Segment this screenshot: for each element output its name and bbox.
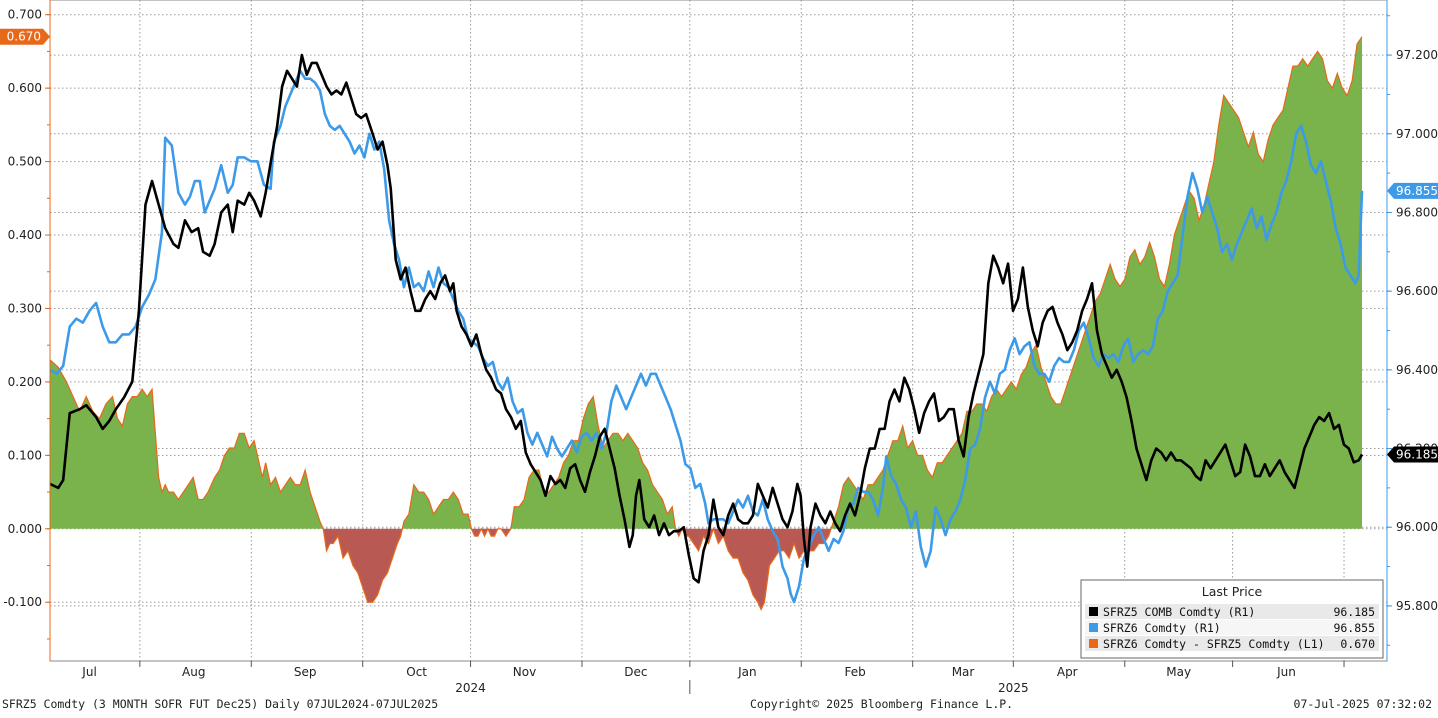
tag-shape bbox=[0, 28, 50, 45]
x-month-label: Aug bbox=[182, 665, 205, 679]
series-line-sfrz5 bbox=[49, 53, 1364, 584]
left-tick-label: 0.200 bbox=[8, 375, 42, 389]
x-month-label: Nov bbox=[513, 665, 536, 679]
footer-copyright: Copyright© 2025 Bloomberg Finance L.P. bbox=[750, 697, 1014, 711]
legend-title: Last Price bbox=[1202, 584, 1263, 599]
spread-area bbox=[49, 36, 1363, 612]
legend-swatch bbox=[1089, 639, 1098, 648]
last-tag-sfrz5: 96.185 bbox=[1387, 446, 1438, 463]
legend-swatch bbox=[1089, 607, 1098, 616]
x-month-label: Sep bbox=[294, 665, 317, 679]
tag-label: 0.670 bbox=[7, 30, 41, 44]
legend-swatch bbox=[1089, 623, 1098, 632]
tag-label: 96.855 bbox=[1396, 184, 1438, 198]
x-month-label: Jan bbox=[737, 665, 757, 679]
legend-label: SFRZ5 COMB Comdty (R1) bbox=[1103, 605, 1255, 619]
legend-label: SFRZ6 Comdty (R1) bbox=[1103, 621, 1221, 635]
left-tick-label: 0.000 bbox=[8, 522, 42, 536]
right-tick-label: 95.800 bbox=[1396, 599, 1438, 613]
x-month-label: Apr bbox=[1057, 665, 1078, 679]
left-tick-label: 0.400 bbox=[8, 228, 42, 242]
legend-row-bg bbox=[1085, 604, 1379, 619]
x-month-label: Jul bbox=[81, 665, 96, 679]
spread-area-negative bbox=[50, 528, 1362, 610]
last-value-tags: 96.855 96.185 0.670 bbox=[0, 28, 1438, 463]
left-tick-label: 0.500 bbox=[8, 155, 42, 169]
legend-row-bg bbox=[1085, 636, 1379, 651]
x-month-label: May bbox=[1166, 665, 1191, 679]
x-month-label: Mar bbox=[952, 665, 975, 679]
x-month-label: Oct bbox=[406, 665, 427, 679]
last-tag-sfrz6: 96.855 bbox=[1387, 182, 1438, 199]
legend-value: 96.185 bbox=[1333, 605, 1375, 619]
right-tick-label: 96.400 bbox=[1396, 363, 1438, 377]
x-year-label: 2024 bbox=[455, 681, 486, 695]
x-month-label: Dec bbox=[624, 665, 647, 679]
x-month-label: Feb bbox=[845, 665, 866, 679]
x-month-label: Jun bbox=[1276, 665, 1296, 679]
left-tick-label: 0.100 bbox=[8, 448, 42, 462]
left-tick-label: 0.300 bbox=[8, 301, 42, 315]
tag-label: 96.185 bbox=[1396, 447, 1438, 461]
tag-shape bbox=[1387, 182, 1438, 199]
legend-entry: SFRZ5 COMB Comdty (R1) 96.185 bbox=[1085, 604, 1379, 619]
left-tick-label: 0.700 bbox=[8, 8, 42, 22]
right-tick-label: 97.200 bbox=[1396, 48, 1438, 62]
right-tick-label: 96.600 bbox=[1396, 284, 1438, 298]
legend-value: 0.670 bbox=[1340, 637, 1375, 651]
footer-timestamp: 07-Jul-2025 07:32:02 bbox=[1293, 697, 1432, 711]
right-tick-label: 96.000 bbox=[1396, 520, 1438, 534]
left-tick-label: 0.600 bbox=[8, 81, 42, 95]
axes: Jul Aug Sep Oct Nov Dec Jan Feb Mar Apr May Jun 2024… bbox=[3, 0, 1438, 695]
tag-shape bbox=[1387, 446, 1438, 463]
gridlines bbox=[50, 0, 1387, 661]
legend-value: 96.855 bbox=[1333, 621, 1375, 635]
footer-security: SFRZ5 Comdty (3 MONTH SOFR FUT Dec25) Da… bbox=[2, 697, 439, 711]
left-tick-label: -0.100 bbox=[3, 595, 42, 609]
legend-label: SFRZ6 Comdty - SFRZ5 Comdty (L1) bbox=[1103, 637, 1325, 651]
right-tick-label: 97.000 bbox=[1396, 127, 1438, 141]
legend-entry: SFRZ6 Comdty (R1) 96.855 bbox=[1085, 620, 1379, 635]
series-line-spread bbox=[49, 36, 1363, 612]
spread-area-positive bbox=[50, 36, 1362, 529]
legend-entry: SFRZ6 Comdty - SFRZ5 Comdty (L1) 0.670 bbox=[1085, 636, 1379, 651]
legend-row-bg bbox=[1085, 620, 1379, 635]
right-tick-label: 96.800 bbox=[1396, 205, 1438, 219]
series-line-sfrz6 bbox=[49, 69, 1364, 604]
series-lines bbox=[49, 53, 1364, 604]
x-year-label: 2025 bbox=[998, 681, 1029, 695]
last-tag-spread: 0.670 bbox=[0, 28, 50, 45]
